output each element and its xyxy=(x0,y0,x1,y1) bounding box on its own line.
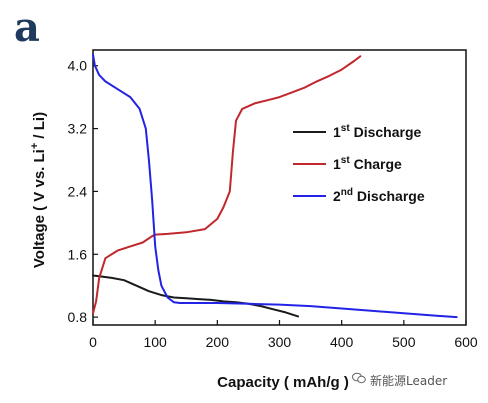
x-tick-label: 500 xyxy=(392,334,416,350)
y-tick-label: 3.2 xyxy=(68,121,88,137)
wechat-icon xyxy=(352,372,366,384)
legend-label: 2nd Discharge xyxy=(333,187,425,204)
series-line-3 xyxy=(92,53,458,319)
tick-labels: 0 100 200 300 400 500 600 0.8 1.6 2.4 3.2 4.0 xyxy=(68,58,478,350)
x-tick-label: 400 xyxy=(330,334,354,350)
series-lines xyxy=(92,53,458,319)
legend-label: 1st Charge xyxy=(333,155,402,172)
legend: 1st Discharge 1st Charge 2nd Discharge xyxy=(293,123,425,204)
y-tick-label: 2.4 xyxy=(68,183,88,199)
y-axis-label-end: / Li) xyxy=(31,112,48,143)
y-tick-label: 0.8 xyxy=(68,309,88,325)
y-axis-label: Voltage ( V vs. Li+ / Li) xyxy=(29,112,48,268)
x-axis-label: Capacity ( mAh/g ) xyxy=(217,374,349,391)
legend-label: 1st Discharge xyxy=(333,123,422,140)
x-tick-label: 300 xyxy=(268,334,292,350)
y-tick-label: 1.6 xyxy=(68,246,88,262)
x-tick-label: 200 xyxy=(206,334,230,350)
x-tick-label: 100 xyxy=(143,334,167,350)
y-tick-label: 4.0 xyxy=(68,58,88,74)
x-tick-label: 0 xyxy=(89,334,97,350)
panel-label: a xyxy=(14,4,40,51)
series-line-1 xyxy=(92,274,300,318)
x-tick-label: 600 xyxy=(454,334,478,350)
y-axis-label-main: Voltage ( V vs. Li xyxy=(31,149,48,268)
y-axis-label-sup: + xyxy=(29,143,41,149)
watermark: 新能源Leader xyxy=(370,374,448,388)
series-line-2 xyxy=(92,55,362,315)
ticks xyxy=(92,65,467,325)
